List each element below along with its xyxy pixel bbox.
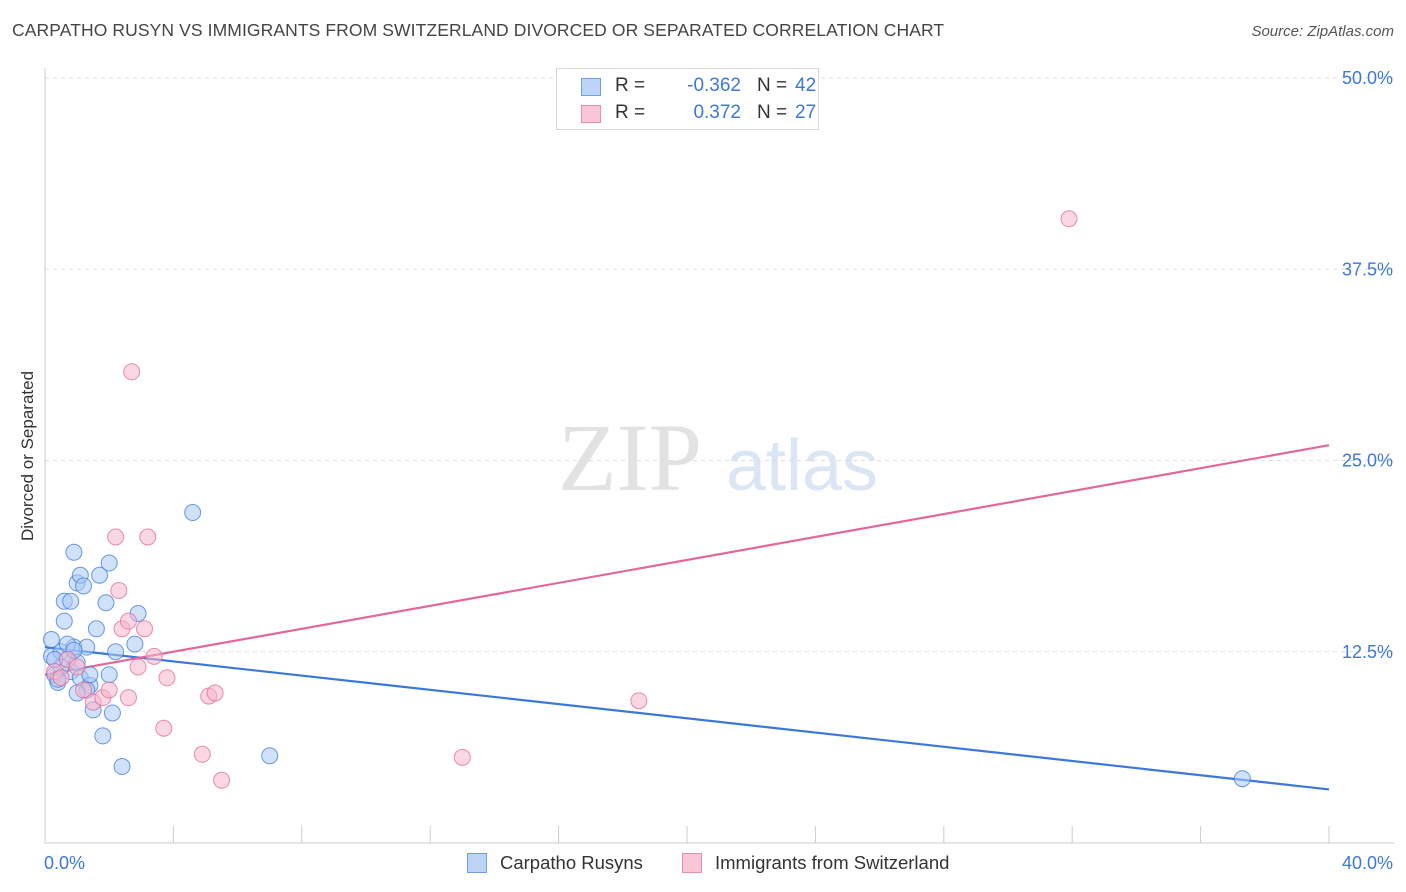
data-point-carpatho bbox=[97, 594, 115, 612]
data-point-carpatho bbox=[62, 592, 80, 610]
data-point-swiss bbox=[110, 582, 128, 600]
data-point-swiss bbox=[129, 658, 147, 676]
trend-line bbox=[44, 444, 1330, 676]
legend-label-swiss: Immigrants from Switzerland bbox=[715, 852, 950, 873]
data-point-carpatho bbox=[261, 747, 279, 765]
data-point-carpatho bbox=[107, 643, 125, 661]
data-point-carpatho bbox=[87, 620, 105, 638]
stats-swatch-swiss bbox=[581, 105, 601, 123]
legend-swatch-swiss bbox=[682, 853, 702, 873]
data-point-swiss bbox=[139, 528, 157, 546]
stats-r-label: R = bbox=[615, 75, 646, 96]
stats-r-value: 0.372 bbox=[693, 102, 741, 123]
data-point-carpatho bbox=[184, 504, 202, 522]
data-point-swiss bbox=[145, 647, 163, 665]
data-point-carpatho bbox=[55, 612, 73, 630]
data-point-carpatho bbox=[1233, 770, 1251, 788]
data-point-carpatho bbox=[100, 666, 118, 684]
data-point-swiss bbox=[155, 719, 173, 737]
source-label: Source: ZipAtlas.com bbox=[1251, 23, 1394, 40]
stats-box: R = -0.362 N = 42 R = 0.372 N = 27 bbox=[556, 68, 819, 130]
data-point-swiss bbox=[119, 689, 137, 707]
data-point-carpatho bbox=[100, 554, 118, 572]
trend-line bbox=[44, 646, 1330, 791]
y-axis-label: Divorced or Separated bbox=[18, 371, 37, 541]
watermark-atlas: atlas bbox=[726, 426, 878, 506]
data-point-carpatho bbox=[126, 635, 144, 653]
data-point-swiss bbox=[1060, 210, 1078, 228]
stats-n-label: N = bbox=[757, 75, 788, 96]
data-point-carpatho bbox=[94, 727, 112, 745]
data-point-swiss bbox=[100, 681, 118, 699]
data-point-carpatho bbox=[91, 566, 109, 584]
data-point-swiss bbox=[107, 528, 125, 546]
stats-n-value: 42 bbox=[795, 75, 817, 96]
stats-r-value: -0.362 bbox=[687, 75, 741, 96]
data-point-swiss bbox=[68, 658, 86, 676]
data-point-swiss bbox=[52, 669, 70, 687]
data-point-swiss bbox=[75, 681, 93, 699]
data-point-swiss bbox=[123, 363, 141, 381]
data-point-swiss bbox=[630, 692, 648, 710]
data-point-swiss bbox=[193, 745, 211, 763]
y-tick-label: 50.0% bbox=[1342, 68, 1393, 88]
stats-r-label: R = bbox=[615, 102, 646, 123]
stats-n-label: N = bbox=[757, 102, 788, 123]
data-point-swiss bbox=[206, 684, 224, 702]
data-point-carpatho bbox=[75, 577, 93, 595]
chart-title: CARPATHO RUSYN VS IMMIGRANTS FROM SWITZE… bbox=[12, 20, 945, 40]
data-point-swiss bbox=[136, 620, 154, 638]
x-tick-label-max: 40.0% bbox=[1342, 853, 1393, 873]
data-point-swiss bbox=[119, 612, 137, 630]
stats-swatch-carpatho bbox=[581, 78, 601, 96]
data-point-carpatho bbox=[65, 543, 83, 561]
data-point-carpatho bbox=[81, 666, 99, 684]
legend-swatch-carpatho bbox=[467, 853, 487, 873]
y-tick-label: 37.5% bbox=[1342, 259, 1393, 279]
stats-n-value: 27 bbox=[795, 102, 817, 123]
data-point-swiss bbox=[158, 669, 176, 687]
y-tick-label: 25.0% bbox=[1342, 451, 1393, 471]
x-tick-label-min: 0.0% bbox=[44, 853, 85, 873]
data-point-swiss bbox=[453, 748, 471, 766]
data-point-carpatho bbox=[113, 758, 131, 775]
data-point-carpatho bbox=[42, 631, 60, 649]
watermark-zip: ZIP bbox=[558, 404, 702, 511]
y-tick-label: 12.5% bbox=[1342, 642, 1393, 662]
legend-label-carpatho: Carpatho Rusyns bbox=[500, 852, 643, 873]
data-point-carpatho bbox=[103, 704, 121, 722]
data-point-swiss bbox=[213, 771, 231, 789]
